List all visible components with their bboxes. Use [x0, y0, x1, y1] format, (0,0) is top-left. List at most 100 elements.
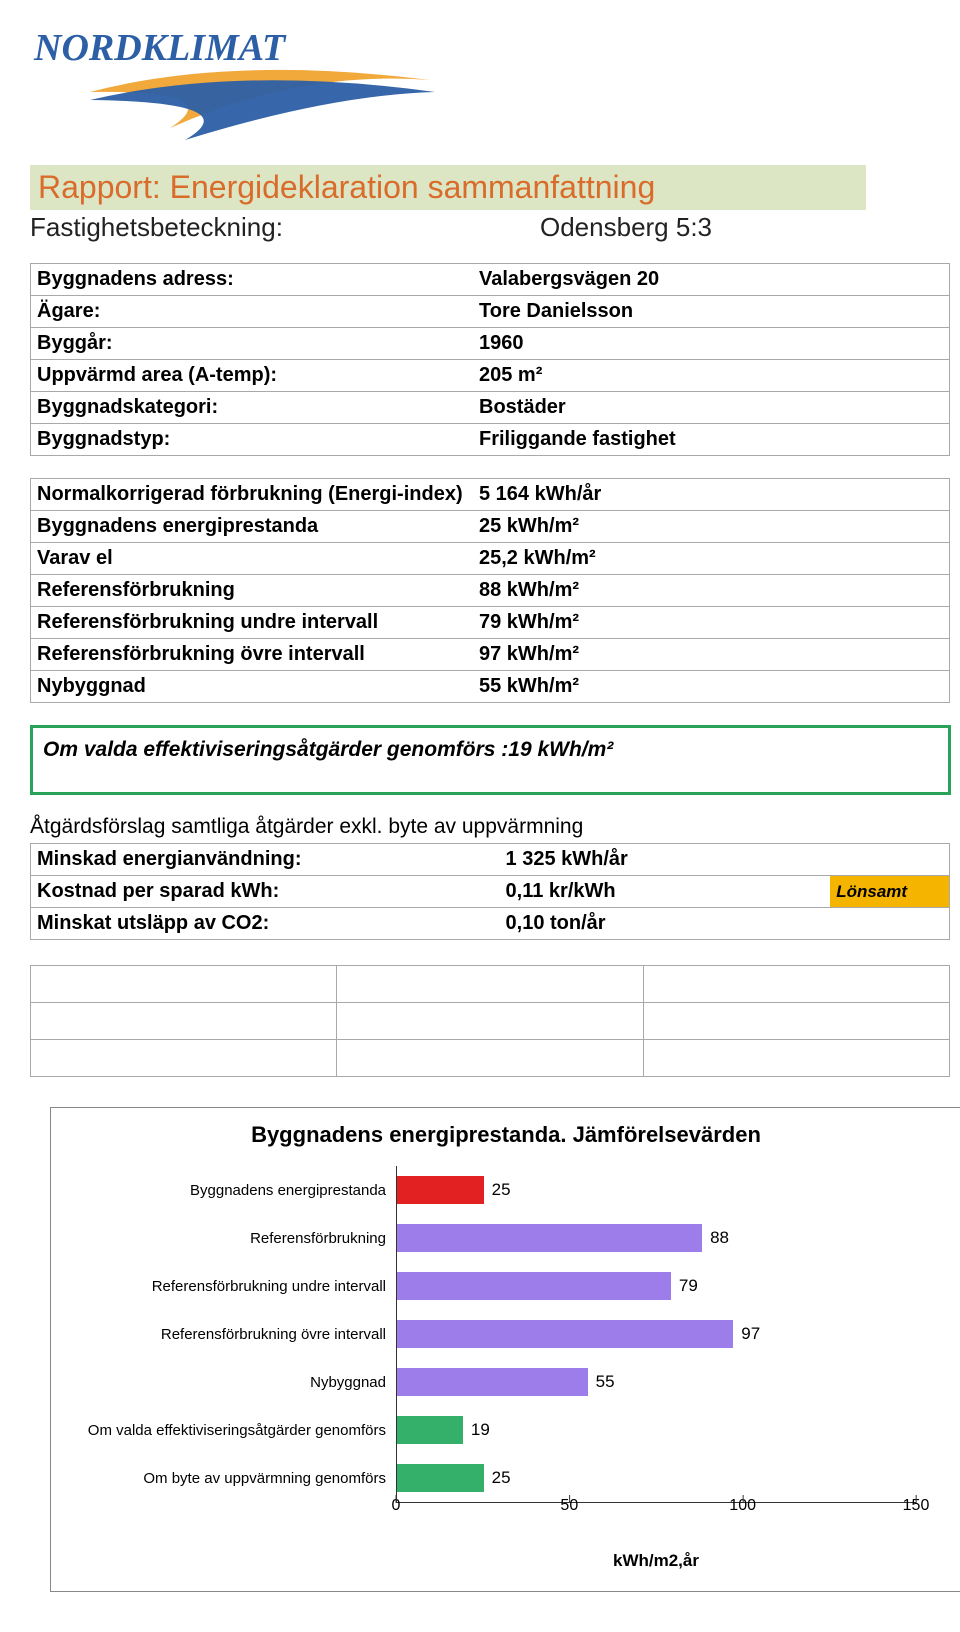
- chart-bar: [397, 1320, 733, 1348]
- row-value: 0,11 kr/kWh: [500, 876, 831, 908]
- row-value: Valabergsvägen 20: [473, 264, 950, 296]
- chart-bar-label: Nybyggnad: [71, 1374, 396, 1391]
- chart-bar-row: Om byte av uppvärmning genomförs 25: [71, 1454, 941, 1502]
- row-label: Normalkorrigerad förbrukning (Energi-ind…: [31, 479, 474, 511]
- table-row: Referensförbrukning övre intervall97 kWh…: [31, 639, 950, 671]
- chart-title: Byggnadens energiprestanda. Jämförelsevä…: [71, 1122, 941, 1148]
- row-label: Referensförbrukning övre intervall: [31, 639, 474, 671]
- row-label: Byggnadens adress:: [31, 264, 474, 296]
- row-label: Ägare:: [31, 296, 474, 328]
- efficiency-callout: Om valda effektiviseringsåtgärder genomf…: [30, 725, 951, 795]
- row-value: Tore Danielsson: [473, 296, 950, 328]
- row-label: Uppvärmd area (A-temp):: [31, 360, 474, 392]
- table-row: Minskat utsläpp av CO2:0,10 ton/år: [31, 908, 950, 940]
- chart-bar-value: 25: [492, 1468, 511, 1488]
- row-label: Nybyggnad: [31, 671, 474, 703]
- row-badge-empty: [830, 844, 949, 876]
- chart-tick: 0: [392, 1497, 401, 1515]
- row-label: Byggnadstyp:: [31, 424, 474, 456]
- measures-table: Minskad energianvändning:1 325 kWh/årKos…: [30, 843, 950, 940]
- table-row: Uppvärmd area (A-temp):205 m²: [31, 360, 950, 392]
- chart-bar: [397, 1176, 484, 1204]
- row-label: Minskat utsläpp av CO2:: [31, 908, 500, 940]
- chart-bar-value: 88: [710, 1228, 729, 1248]
- row-label: Byggnadskategori:: [31, 392, 474, 424]
- comparison-chart: Byggnadens energiprestanda. Jämförelsevä…: [50, 1107, 960, 1592]
- chart-x-label: kWh/m2,år: [396, 1551, 916, 1571]
- row-value: Bostäder: [473, 392, 950, 424]
- row-label: Referensförbrukning: [31, 575, 474, 607]
- table-row: Ägare:Tore Danielsson: [31, 296, 950, 328]
- row-value: 205 m²: [473, 360, 950, 392]
- row-value: 0,10 ton/år: [500, 908, 831, 940]
- table-row: [31, 1003, 950, 1040]
- chart-tick: 150: [903, 1497, 930, 1515]
- chart-bar: [397, 1224, 702, 1252]
- chart-bar: [397, 1416, 463, 1444]
- chart-bar-label: Referensförbrukning övre intervall: [71, 1326, 396, 1343]
- row-badge-empty: [830, 908, 949, 940]
- table-row: [31, 966, 950, 1003]
- row-label: Referensförbrukning undre intervall: [31, 607, 474, 639]
- chart-bar-label: Om valda effektiviseringsåtgärder genomf…: [71, 1422, 396, 1439]
- row-value: 25,2 kWh/m²: [473, 543, 950, 575]
- table-row: Minskad energianvändning:1 325 kWh/år: [31, 844, 950, 876]
- chart-bar-value: 79: [679, 1276, 698, 1296]
- chart-bar-label: Om byte av uppvärmning genomförs: [71, 1470, 396, 1487]
- row-value: 79 kWh/m²: [473, 607, 950, 639]
- row-label: Byggår:: [31, 328, 474, 360]
- row-value: 55 kWh/m²: [473, 671, 950, 703]
- table-row: Referensförbrukning88 kWh/m²: [31, 575, 950, 607]
- building-info-table: Byggnadens adress:Valabergsvägen 20Ägare…: [30, 263, 950, 456]
- table-row: Normalkorrigerad förbrukning (Energi-ind…: [31, 479, 950, 511]
- row-value: 88 kWh/m²: [473, 575, 950, 607]
- profitable-badge: Lönsamt: [830, 876, 949, 908]
- row-value: 5 164 kWh/år: [473, 479, 950, 511]
- logo-text: NORDKLIMAT: [33, 27, 287, 69]
- chart-bar: [397, 1272, 671, 1300]
- table-row: Byggnadstyp:Friliggande fastighet: [31, 424, 950, 456]
- table-row: [31, 1040, 950, 1077]
- chart-x-axis: 050100150: [396, 1502, 916, 1533]
- chart-bar: [397, 1464, 484, 1492]
- table-row: Byggnadskategori:Bostäder: [31, 392, 950, 424]
- chart-bar-row: Referensförbrukning undre intervall 79: [71, 1262, 941, 1310]
- row-label: Minskad energianvändning:: [31, 844, 500, 876]
- designation-value: Odensberg 5:3: [540, 212, 712, 243]
- chart-bar: [397, 1368, 588, 1396]
- chart-bar-row: Referensförbrukning övre intervall 97: [71, 1310, 941, 1358]
- row-value: 1 325 kWh/år: [500, 844, 831, 876]
- row-value: Friliggande fastighet: [473, 424, 950, 456]
- chart-bar-value: 55: [596, 1372, 615, 1392]
- measures-heading: Åtgärdsförslag samtliga åtgärder exkl. b…: [30, 815, 930, 839]
- designation-label: Fastighetsbeteckning:: [30, 212, 540, 243]
- chart-bar-value: 25: [492, 1180, 511, 1200]
- empty-table: [30, 965, 950, 1077]
- report-title: Rapport: Energideklaration sammanfattnin…: [30, 165, 866, 210]
- row-label: Byggnadens energiprestanda: [31, 511, 474, 543]
- chart-bar-label: Referensförbrukning undre intervall: [71, 1278, 396, 1295]
- property-designation: Fastighetsbeteckning: Odensberg 5:3: [30, 212, 930, 243]
- row-value: 25 kWh/m²: [473, 511, 950, 543]
- table-row: Kostnad per sparad kWh:0,11 kr/kWhLönsam…: [31, 876, 950, 908]
- logo: NORDKLIMAT: [30, 20, 930, 155]
- chart-bar-row: Nybyggnad 55: [71, 1358, 941, 1406]
- chart-bar-row: Byggnadens energiprestanda 25: [71, 1166, 941, 1214]
- energy-table: Normalkorrigerad förbrukning (Energi-ind…: [30, 478, 950, 703]
- row-label: Kostnad per sparad kWh:: [31, 876, 500, 908]
- table-row: Varav el25,2 kWh/m²: [31, 543, 950, 575]
- table-row: Referensförbrukning undre intervall79 kW…: [31, 607, 950, 639]
- table-row: Byggår:1960: [31, 328, 950, 360]
- row-value: 97 kWh/m²: [473, 639, 950, 671]
- row-value: 1960: [473, 328, 950, 360]
- chart-bar-row: Referensförbrukning 88: [71, 1214, 941, 1262]
- table-row: Nybyggnad55 kWh/m²: [31, 671, 950, 703]
- table-row: Byggnadens adress:Valabergsvägen 20: [31, 264, 950, 296]
- chart-tick: 50: [560, 1497, 578, 1515]
- table-row: Byggnadens energiprestanda25 kWh/m²: [31, 511, 950, 543]
- row-label: Varav el: [31, 543, 474, 575]
- chart-bar-row: Om valda effektiviseringsåtgärder genomf…: [71, 1406, 941, 1454]
- chart-bar-label: Byggnadens energiprestanda: [71, 1182, 396, 1199]
- chart-bar-label: Referensförbrukning: [71, 1230, 396, 1247]
- chart-bar-value: 97: [741, 1324, 760, 1344]
